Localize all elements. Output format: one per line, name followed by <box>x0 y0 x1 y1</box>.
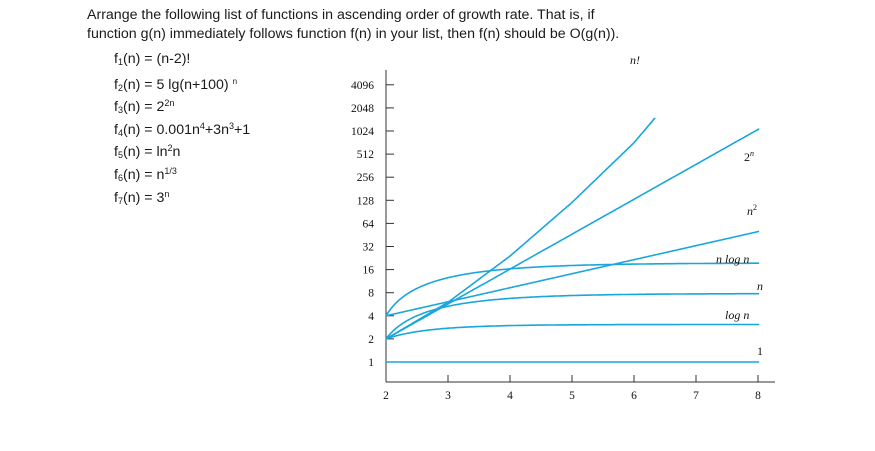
x-tick-label: 7 <box>693 390 699 402</box>
series-line-logn <box>385 323 760 340</box>
curve-label-n: n <box>757 279 763 293</box>
x-tick-label: 2 <box>383 390 389 402</box>
function-item: f2(n) = 5 lg(n+100) n <box>114 76 238 93</box>
curve-label-logn: log n <box>725 308 749 322</box>
series-line-fact <box>385 117 656 340</box>
x-tick-label: 5 <box>569 390 575 402</box>
superscript-mark: n <box>232 76 238 86</box>
y-tick-label: 1 <box>368 357 374 369</box>
function-item: f5(n) = ln2n <box>114 143 181 161</box>
function-item: f1(n) = (n-2)! <box>114 51 191 67</box>
y-tick-label: 4096 <box>351 80 374 92</box>
series-line-nlogn <box>385 262 760 317</box>
y-tick-label: 8 <box>368 288 374 300</box>
y-tick-label: 64 <box>363 218 375 230</box>
series-line-n2 <box>385 230 760 317</box>
y-tick-label: 512 <box>357 149 375 161</box>
function-item: f3(n) = 22n <box>114 98 175 116</box>
y-tick-label: 256 <box>357 172 375 184</box>
curve-label-n2: n2 <box>747 203 757 218</box>
x-tick-label: 3 <box>445 390 451 402</box>
y-tick-label: 2 <box>368 334 374 346</box>
y-tick-label: 4 <box>368 311 374 323</box>
problem-statement: Arrange the following list of functions … <box>87 7 620 42</box>
y-tick-label: 32 <box>363 242 375 254</box>
function-list: f1(n) = (n-2)! f2(n) = 5 lg(n+100) n f3(n… <box>114 48 250 209</box>
function-item: f6(n) = n1/3 <box>114 165 177 183</box>
function-item: f4(n) = 0.001n4+3n3+1 <box>114 120 251 138</box>
curve-label-nlogn: n log n <box>716 252 749 266</box>
y-tick-label: 2048 <box>351 103 374 115</box>
curve-label-2n: 2n <box>744 149 754 164</box>
y-tick-label: 1024 <box>351 126 374 138</box>
function-item: f7(n) = 3n <box>114 188 170 206</box>
x-tick-label: 8 <box>755 390 761 402</box>
curve-label-const: 1 <box>757 344 763 358</box>
y-tick-label: 128 <box>357 195 375 207</box>
series-line-n <box>385 292 760 340</box>
curve-label-fact: n! <box>630 53 640 67</box>
y-tick-label: 16 <box>363 265 375 277</box>
series-line-2n <box>385 128 760 340</box>
x-tick-label: 6 <box>631 390 637 402</box>
x-tick-label: 4 <box>507 390 513 402</box>
